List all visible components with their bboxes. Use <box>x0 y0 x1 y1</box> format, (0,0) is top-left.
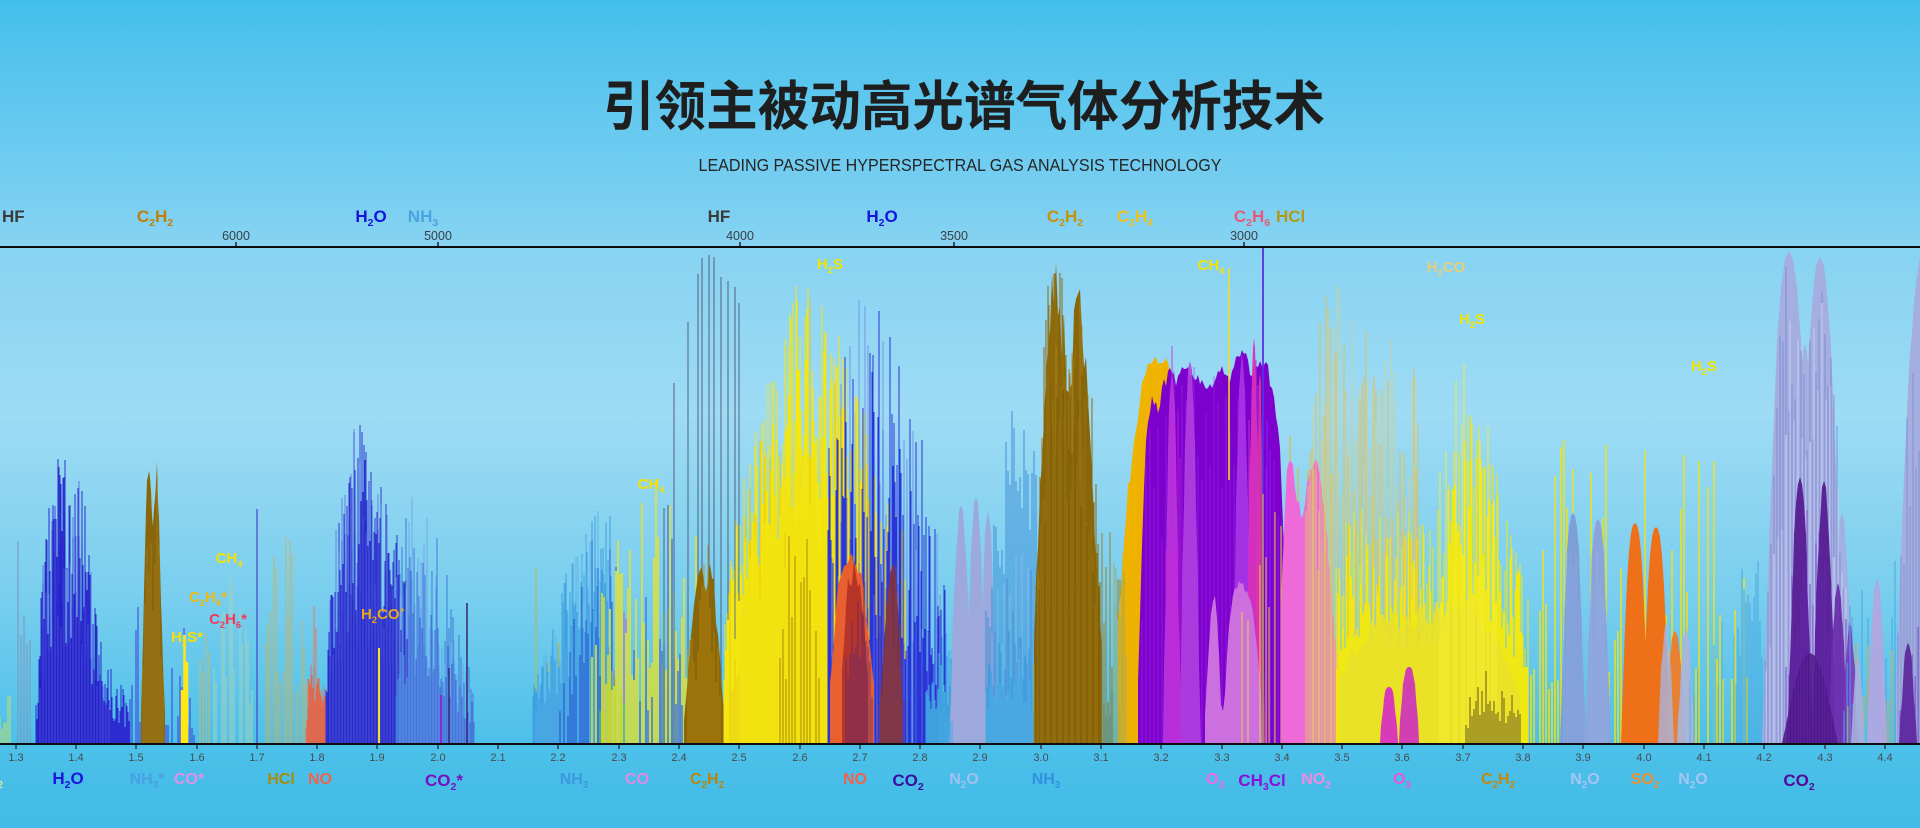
svg-text:1.9: 1.9 <box>369 752 384 764</box>
svg-text:SO2: SO2 <box>1631 771 1660 791</box>
svg-text:NO2: NO2 <box>1301 771 1331 791</box>
svg-text:2.2: 2.2 <box>550 752 565 764</box>
svg-text:4.1: 4.1 <box>1696 752 1711 764</box>
svg-text:1.7: 1.7 <box>249 752 264 764</box>
svg-text:NO: NO <box>308 771 332 788</box>
svg-text:3500: 3500 <box>940 229 968 243</box>
svg-text:H2CO: H2CO <box>1427 259 1466 278</box>
svg-text:3.6: 3.6 <box>1394 752 1409 764</box>
svg-text:3.1: 3.1 <box>1093 752 1108 764</box>
svg-text:3.0: 3.0 <box>1033 752 1048 764</box>
svg-text:H2O: H2O <box>355 207 386 229</box>
svg-text:N2O: N2O <box>1570 771 1600 791</box>
svg-text:HF: HF <box>708 207 731 226</box>
svg-text:1.5: 1.5 <box>128 752 143 764</box>
svg-text:H2O: H2O <box>866 207 897 229</box>
svg-text:C2H4: C2H4 <box>1117 207 1153 229</box>
svg-text:2.9: 2.9 <box>972 752 987 764</box>
svg-text:NO: NO <box>843 771 867 788</box>
svg-text:3.2: 3.2 <box>1153 752 1168 764</box>
svg-text:CO*: CO* <box>174 771 205 788</box>
svg-text:HF: HF <box>2 207 25 226</box>
svg-text:4000: 4000 <box>726 229 754 243</box>
svg-text:C2H4*: C2H4* <box>189 589 227 608</box>
svg-text:N2O: N2O <box>949 771 979 791</box>
svg-text:CH3Cl: CH3Cl <box>1238 771 1285 793</box>
svg-text:3.4: 3.4 <box>1274 752 1289 764</box>
svg-text:CO2: CO2 <box>892 771 924 793</box>
svg-text:3.8: 3.8 <box>1515 752 1530 764</box>
svg-text:NH3: NH3 <box>1032 771 1061 791</box>
svg-text:4.0: 4.0 <box>1636 752 1651 764</box>
svg-text:4.2: 4.2 <box>1756 752 1771 764</box>
svg-text:C2H2: C2H2 <box>690 771 725 791</box>
svg-text:CO: CO <box>625 771 649 788</box>
svg-text:NH3: NH3 <box>408 207 439 229</box>
svg-text:3000: 3000 <box>1230 229 1258 243</box>
svg-text:2.4: 2.4 <box>671 752 686 764</box>
svg-text:4.4: 4.4 <box>1877 752 1892 764</box>
svg-text:CH4: CH4 <box>216 550 244 569</box>
svg-text:5000: 5000 <box>424 229 452 243</box>
svg-text:1.8: 1.8 <box>309 752 324 764</box>
svg-text:H2S*: H2S* <box>171 629 203 648</box>
svg-text:1.6: 1.6 <box>189 752 204 764</box>
svg-text:C2H2: C2H2 <box>1481 771 1516 791</box>
svg-text:O3: O3 <box>1393 771 1411 791</box>
svg-text:1.3: 1.3 <box>8 752 23 764</box>
svg-text:H2S: H2S <box>1459 311 1485 330</box>
svg-text:HCl: HCl <box>1276 207 1305 226</box>
svg-text:2.5: 2.5 <box>731 752 746 764</box>
svg-text:4.3: 4.3 <box>1817 752 1832 764</box>
svg-text:1.4: 1.4 <box>68 752 83 764</box>
svg-text:N2O: N2O <box>1678 771 1708 791</box>
svg-text:CO2*: CO2* <box>425 771 463 793</box>
svg-text:3.9: 3.9 <box>1575 752 1590 764</box>
svg-text:C2H2: C2H2 <box>137 207 173 229</box>
svg-text:6000: 6000 <box>222 229 250 243</box>
svg-text:C2H6: C2H6 <box>1234 207 1270 229</box>
svg-text:2.6: 2.6 <box>792 752 807 764</box>
svg-text:2.3: 2.3 <box>611 752 626 764</box>
svg-text:CO2: CO2 <box>1783 771 1815 793</box>
svg-text:O3: O3 <box>1206 771 1224 791</box>
svg-text:2.1: 2.1 <box>490 752 505 764</box>
svg-text:2.0: 2.0 <box>430 752 445 764</box>
svg-text:NH3*: NH3* <box>130 771 166 791</box>
svg-text:H2O: H2O <box>52 769 83 791</box>
svg-text:H2S: H2S <box>817 256 843 275</box>
svg-text:3.3: 3.3 <box>1214 752 1229 764</box>
svg-text:3.5: 3.5 <box>1334 752 1349 764</box>
svg-text:2.7: 2.7 <box>852 752 867 764</box>
svg-text:O2: O2 <box>0 771 3 791</box>
svg-text:CH4: CH4 <box>1198 257 1226 276</box>
svg-text:HCl: HCl <box>267 771 295 788</box>
svg-text:2.8: 2.8 <box>912 752 927 764</box>
svg-text:LEADING PASSIVE HYPERSPECTRAL: LEADING PASSIVE HYPERSPECTRAL GAS ANALYS… <box>699 155 1222 175</box>
svg-text:C2H6*: C2H6* <box>209 611 247 630</box>
svg-text:3.7: 3.7 <box>1455 752 1470 764</box>
svg-text:C2H2: C2H2 <box>1047 207 1083 229</box>
svg-text:NH3: NH3 <box>560 771 589 791</box>
svg-text:H2S: H2S <box>1691 358 1717 377</box>
svg-text:CH4: CH4 <box>638 476 666 495</box>
svg-text:H2CO+: H2CO+ <box>361 605 406 625</box>
